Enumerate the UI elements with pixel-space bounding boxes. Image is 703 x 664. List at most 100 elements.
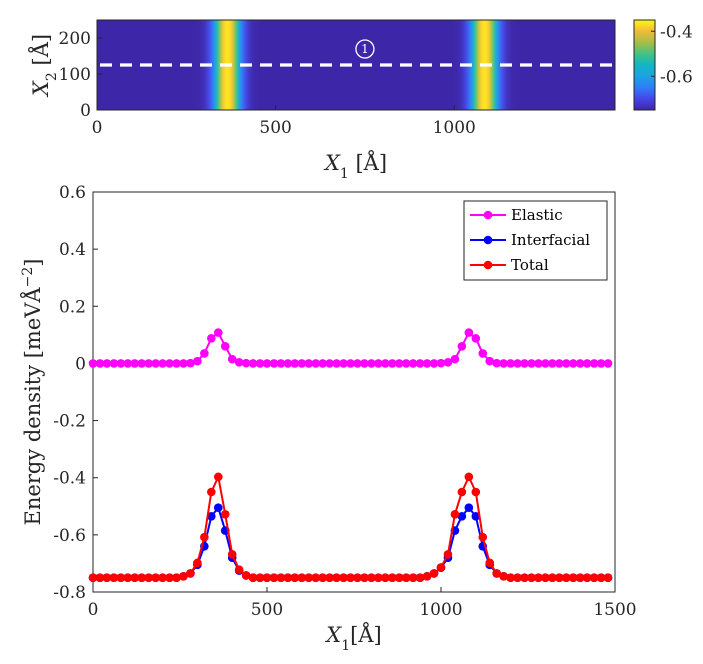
point-total [520,573,529,583]
line-panel: 0 500 1000 1500 0.60.40.20-0.2-0.4-0.6-0.8 … [20,183,637,654]
point-interfacial [213,503,223,513]
point-elastic [193,356,202,366]
legend: Elastic Interfacial Total [463,200,608,281]
point-total [290,573,300,583]
point-total [325,573,334,583]
point-total [283,573,293,583]
heatmap-y-label-sub: 2 [44,72,60,81]
point-total [499,571,508,581]
point-elastic [158,359,167,368]
heatmap-y-tick-label: 200 [59,29,91,49]
point-total [248,573,258,583]
legend-items: Elastic Interfacial Total [470,206,590,274]
point-elastic [415,359,425,368]
heatmap-x-label-var: X [323,151,341,175]
point-elastic [499,359,508,368]
point-elastic [374,359,383,368]
point-total [561,573,571,583]
point-elastic [422,359,432,368]
point-total [450,509,460,519]
point-total [318,573,327,583]
point-total [401,573,411,583]
x-tick-label: 500 [251,600,283,620]
point-elastic [200,349,209,358]
point-total [478,532,488,542]
point-elastic [443,357,453,367]
point-total [88,573,98,583]
point-total [485,558,495,568]
point-total [200,532,209,542]
point-elastic [478,349,488,358]
point-elastic [596,359,606,368]
point-total [109,573,119,583]
point-total [339,573,348,583]
point-total [534,573,543,583]
y-tick-label: -0.8 [53,583,86,603]
y-ticks: 0.6 0.4 0.2 0 -0.2 -0.4 -0.6 -0.8 [53,183,98,603]
point-elastic [255,359,265,368]
point-elastic [541,359,550,368]
point-elastic [506,359,515,368]
point-elastic [575,359,585,368]
heatmap-y-label-var: X [29,80,53,98]
point-elastic [172,359,181,368]
point-total [353,573,362,583]
point-total [102,573,112,583]
point-elastic [137,359,147,368]
point-total [513,573,522,583]
series-total [88,472,613,583]
point-total [422,571,432,581]
point-interfacial [471,511,481,521]
point-interfacial [457,511,467,521]
y-axis-label-close: ] [21,259,45,267]
point-elastic [220,341,230,351]
y-tick-label: 0 [75,354,86,374]
point-total [311,573,321,583]
y-tick-label: 0.6 [59,183,86,203]
point-elastic [485,356,495,366]
series-group [88,328,613,583]
heatmap-x-tick-label: 1000 [433,118,476,138]
point-elastic [346,359,355,368]
point-elastic [276,359,286,368]
point-elastic [207,333,216,343]
x-axis-label-unit: [Å] [350,622,382,647]
point-elastic [520,359,529,368]
point-elastic [603,359,613,368]
point-elastic [450,354,460,364]
point-elastic [561,359,571,368]
point-elastic [130,359,140,368]
heatmap-x-tick-label: 0 [92,118,103,138]
point-total [269,573,279,583]
point-elastic [102,359,112,368]
heatmap-frame [96,19,616,111]
point-total [95,573,105,583]
point-elastic [213,328,223,337]
x-ticks: 0 500 1000 1500 [88,587,637,620]
point-total [137,573,147,583]
point-total [457,487,467,497]
point-interfacial [207,511,216,521]
point-total [297,573,307,583]
point-elastic [325,359,334,368]
point-elastic [179,359,188,368]
point-total [213,472,223,482]
heatmap-y-label-unit: [Å] [28,34,53,72]
point-elastic [88,359,98,368]
point-total [360,573,369,583]
point-elastic [297,359,307,368]
point-total [374,573,383,583]
point-total [158,573,167,583]
point-elastic [165,359,174,368]
x-axis-label-sub: 1 [341,638,350,654]
y-axis-label-main: Energy density [meVÅ [20,287,45,526]
point-elastic [471,333,481,343]
point-elastic [353,359,362,368]
point-total [207,487,216,497]
point-total [151,573,160,583]
heatmap-x-label-unit: [Å] [349,150,387,175]
y-axis-label-sup: −2 [20,267,36,288]
point-total [116,573,126,583]
point-total [548,573,557,583]
